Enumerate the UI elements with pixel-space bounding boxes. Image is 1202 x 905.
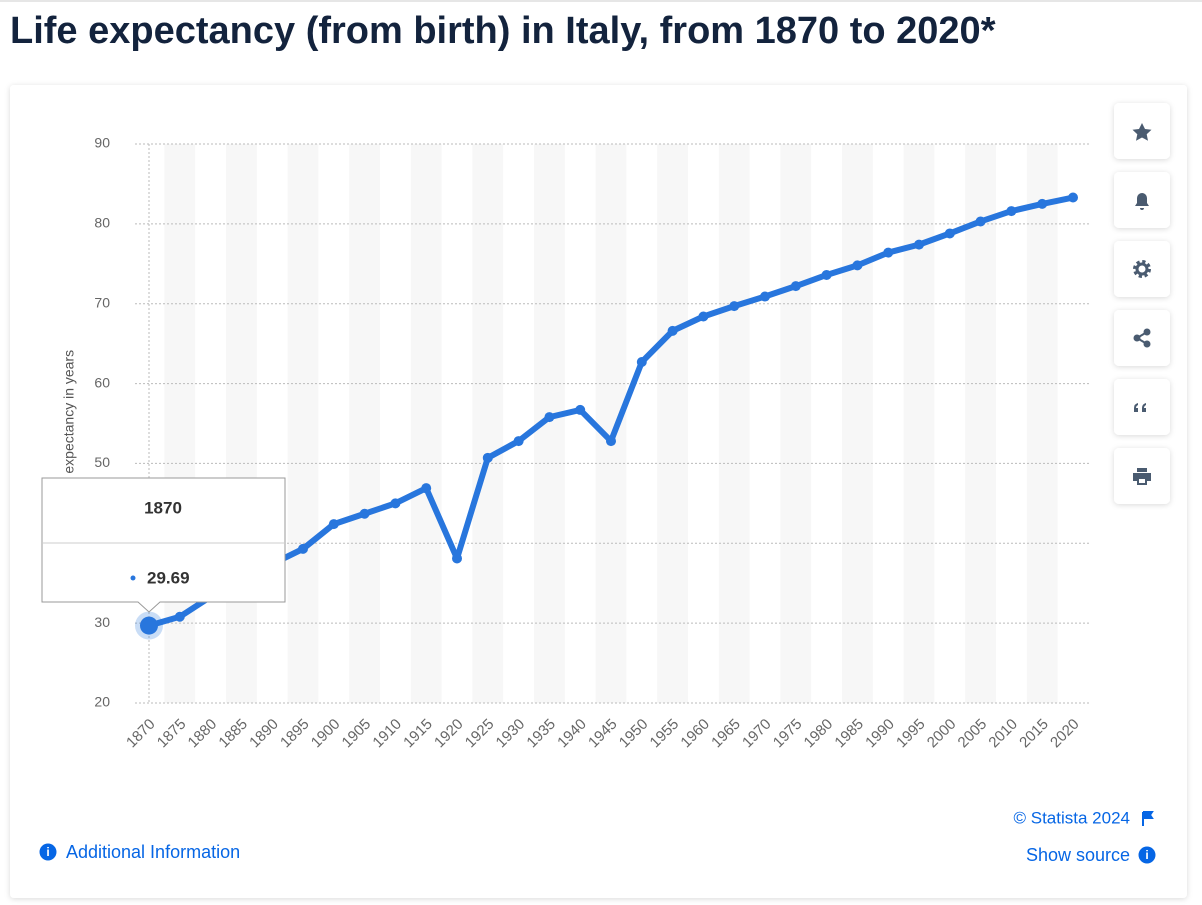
share-button[interactable] <box>1114 310 1170 366</box>
info-icon <box>39 843 57 861</box>
y-tick-label: 90 <box>94 135 110 151</box>
point <box>359 508 370 519</box>
hover-point <box>140 616 158 635</box>
y-tick-label: 50 <box>94 454 110 470</box>
y-tick-label: 20 <box>94 694 110 710</box>
tooltip: 1870 29.69 <box>41 477 286 613</box>
settings-button[interactable] <box>1114 241 1170 297</box>
band <box>842 144 873 703</box>
info-icon-glyph: i <box>46 845 49 859</box>
point <box>482 452 493 463</box>
y-tick-label: 30 <box>94 614 110 630</box>
point <box>636 357 647 368</box>
point <box>390 498 401 509</box>
point <box>452 553 462 564</box>
point <box>421 483 432 494</box>
additional-info[interactable]: i Additional Information <box>39 842 241 862</box>
point <box>1006 206 1017 217</box>
band <box>226 144 257 703</box>
point <box>298 543 308 554</box>
point <box>1068 192 1078 203</box>
info-icon-glyph: i <box>1145 848 1148 862</box>
point <box>1037 198 1048 209</box>
band <box>657 144 688 703</box>
band <box>410 144 442 703</box>
copyright-text[interactable]: © Statista 2024 <box>1014 808 1131 827</box>
band <box>903 144 935 703</box>
chart-title: Life expectancy (from birth) in Italy, f… <box>10 10 996 52</box>
y-tick-label: 60 <box>94 374 110 390</box>
cite-button[interactable] <box>1114 379 1170 435</box>
point <box>667 325 678 336</box>
tooltip-box <box>41 477 286 613</box>
point <box>914 239 924 250</box>
band <box>780 144 812 703</box>
plot-area: 2030405060708090187018751880188518901895… <box>94 135 1090 751</box>
point <box>883 247 894 258</box>
y-tick-label: 80 <box>94 215 110 231</box>
point <box>975 216 986 227</box>
y-tick-label: 70 <box>94 294 110 310</box>
show-source-link[interactable]: Show source <box>1026 845 1130 865</box>
tooltip-value: 29.69 <box>147 568 190 587</box>
show-source[interactable]: Show source i <box>1026 845 1156 865</box>
print-button[interactable] <box>1114 448 1170 504</box>
notification-button[interactable] <box>1114 172 1170 228</box>
point <box>821 269 832 280</box>
point <box>790 281 801 292</box>
band <box>965 144 996 703</box>
info-icon <box>1138 846 1156 864</box>
point <box>174 611 185 622</box>
tooltip-dot <box>130 575 136 581</box>
band <box>595 144 627 703</box>
point <box>606 436 616 447</box>
point <box>575 404 586 415</box>
y-axis-title: Life expectancy in years <box>61 350 77 500</box>
point <box>729 301 740 312</box>
flag-icon <box>1142 811 1154 826</box>
band <box>287 144 319 703</box>
favorite-button[interactable] <box>1114 103 1170 159</box>
point <box>944 228 955 239</box>
point <box>760 291 770 302</box>
tooltip-category: 1870 <box>144 498 182 517</box>
additional-info-link[interactable]: Additional Information <box>66 842 240 862</box>
toolbar <box>1114 103 1170 504</box>
point <box>698 311 709 322</box>
band <box>1026 144 1058 703</box>
point <box>328 519 339 530</box>
point <box>513 436 524 447</box>
point <box>852 260 863 271</box>
band <box>718 144 750 703</box>
point <box>544 412 555 423</box>
copyright[interactable]: © Statista 2024 <box>1014 808 1154 827</box>
band <box>472 144 504 703</box>
band <box>349 144 380 703</box>
